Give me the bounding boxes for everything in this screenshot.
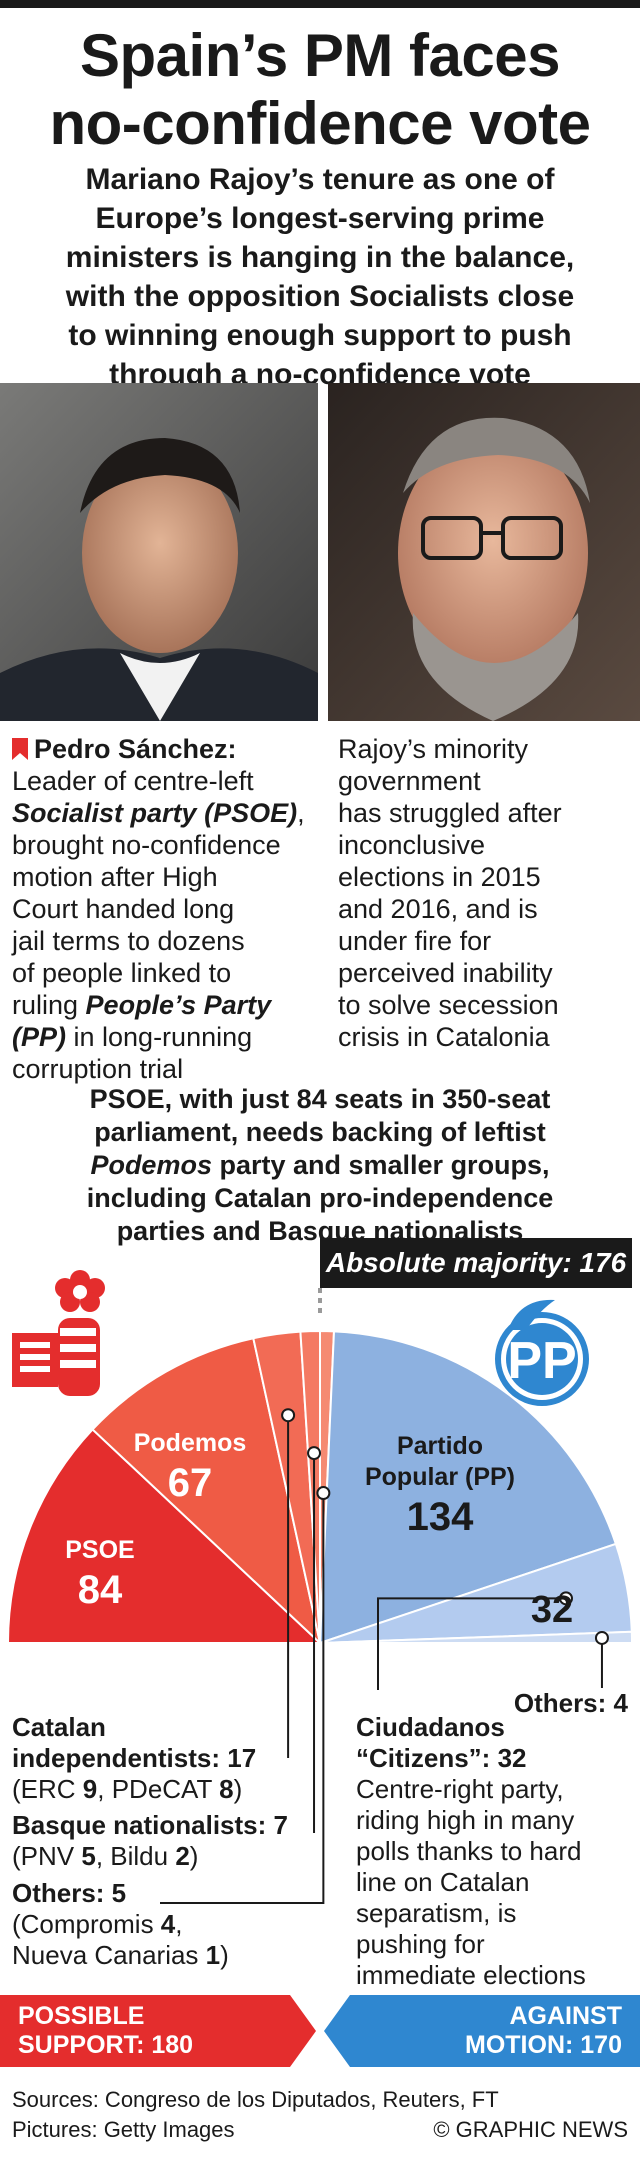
pp-logo-icon: PP [495,1299,589,1406]
marker-basque [307,1446,322,1461]
label-basque: Basque nationalists: 7 (PNV 5, Bildu 2) [12,1810,288,1871]
label-psoe: PSOE [65,1536,134,1564]
value-podemos: 67 [168,1461,213,1505]
marker-ciudadanos [558,1591,573,1606]
label-others-left: Others: 5 (Compromis 4, Nueva Canarias 1… [12,1878,229,1970]
photo-rajoy [328,383,640,721]
bio-sanchez: Pedro Sánchez: Leader of centre-left Soc… [12,734,305,1084]
page-title: Spain’s PM faces no-confidence vote [49,22,591,157]
parliament-chart: PP PSOE 84 Podemos 67 Partido Popular (P… [0,1270,640,1958]
party-marker-icon [12,738,28,760]
leader-ciudadanos [377,1597,566,1690]
majority-banner: Absolute majority: 176 [320,1238,632,1288]
sources: Sources: Congreso de los Diputados, Reut… [12,2087,499,2142]
against-motion-banner: AGAINST MOTION: 170 [324,1995,640,2067]
seat-segment-5 [318,1330,618,1645]
intro-text: PSOE, with just 84 seats in 350-seat par… [86,1084,554,1246]
value-cs: 32 [531,1589,573,1631]
seat-segment-1 [91,1337,322,1646]
possible-support-banner: POSSIBLE SUPPORT: 180 [0,1995,316,2067]
svg-text:PP: PP [507,1332,576,1390]
marker-catalan [281,1408,296,1423]
marker-others-left [316,1486,331,1501]
label-podemos: Podemos [134,1429,247,1457]
leader-others-left [160,1493,325,1904]
label-pp-2: Popular (PP) [365,1463,515,1491]
top-bar [0,0,640,8]
bio-rajoy: Rajoy’s minority government has struggle… [338,734,562,1052]
marker-others-right [594,1630,609,1645]
seat-segment-7 [319,1630,634,1644]
value-psoe: 84 [78,1568,123,1612]
subtitle: Mariano Rajoy’s tenure as one of Europe’… [65,163,575,391]
label-catalan: Catalan independentists: 17 (ERC 9, PDeC… [12,1712,257,1804]
photo-sanchez [0,383,318,721]
psoe-logo-icon [12,1270,105,1396]
label-others-right: Others: 4 [513,1688,628,1718]
seat-segment-0 [6,1428,323,1644]
label-ciudadanos: Ciudadanos “Citizens”: 32 Centre-right p… [356,1712,586,1990]
value-pp: 134 [407,1495,474,1539]
label-pp-1: Partido [397,1432,483,1460]
credit: © GRAPHIC NEWS [433,2117,628,2142]
